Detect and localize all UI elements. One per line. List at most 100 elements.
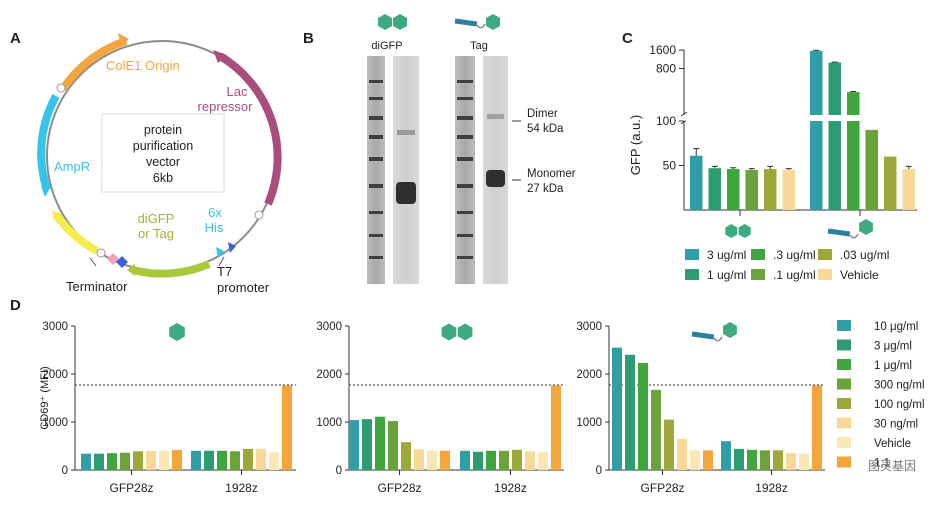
- ori-segment: [59, 37, 128, 92]
- gfp-bar: [810, 121, 823, 210]
- mfi-bar: [388, 421, 398, 470]
- dimer-icon: [725, 224, 751, 238]
- gfp-y-tick-label: 800: [656, 61, 676, 75]
- ladder-band: [457, 135, 473, 139]
- mfi-legend-label: 1 μg/ml: [874, 360, 912, 372]
- panel-c: C 50 100 800 1600 GFP (a.u.) 3 ug/ml .3 ug/ml.…: [622, 30, 918, 282]
- mfi-bar: [375, 416, 385, 470]
- mfi-legend-swatch: [837, 359, 851, 370]
- mfi-bar: [269, 452, 279, 470]
- mfi-category-label: GFP28z: [640, 481, 684, 495]
- t7-label-line2: promoter: [217, 280, 270, 295]
- plasmid-center-line4: 6kb: [153, 171, 173, 185]
- lane-label-tag: Tag: [470, 40, 488, 52]
- mfi-bar: [734, 448, 744, 470]
- mfi-bar: [703, 450, 713, 470]
- digfp-monomer-band: [396, 182, 416, 204]
- gfp-y-tick-label: 50: [663, 159, 677, 173]
- mfi-bar: [217, 450, 227, 470]
- gfp-legend-label: 3 ug/ml: [707, 248, 746, 262]
- gfp-legend-swatch: [751, 269, 765, 280]
- watermark-text: 图灵基因: [868, 459, 916, 473]
- plasmid-center-line2: purification: [133, 139, 193, 153]
- mfi-y-tick-label: 3000: [576, 321, 602, 333]
- tag-icon-tether: [849, 233, 859, 239]
- gfp-legend-label: 1 ug/ml: [707, 268, 746, 282]
- gfp-bar: [690, 155, 703, 210]
- mfi-y-tick-label: 1000: [576, 417, 602, 429]
- t7-leader-line: [218, 256, 225, 267]
- ampr-label: AmpR: [54, 159, 90, 174]
- gene-segment: [132, 260, 211, 278]
- gfp-bar: [745, 169, 758, 210]
- dimer-label: Dimer: [527, 108, 558, 120]
- mfi-bar: [551, 385, 561, 470]
- mfi-bar: [721, 441, 731, 470]
- mfi-bar: [664, 419, 674, 470]
- ampr-arrowhead: [41, 186, 51, 197]
- site-marker-blue: [116, 256, 128, 268]
- digfp-dimer-band: [397, 130, 415, 135]
- dimer-kda: 54 kDa: [527, 123, 564, 135]
- mfi-y-tick-label: 0: [336, 465, 342, 477]
- ladder-band: [369, 211, 383, 214]
- gene-arrowhead: [127, 264, 135, 276]
- mfi-bar: [690, 450, 700, 470]
- mfi-y-tick-label: 2000: [316, 369, 342, 381]
- ampr-segment: [37, 94, 60, 192]
- gfp-y-axis-label: GFP (a.u.): [628, 115, 643, 175]
- mfi-bar: [107, 453, 117, 470]
- mfi-bar: [256, 448, 266, 470]
- mfi-bar: [525, 451, 535, 470]
- mfi-category-label: 1928z: [494, 481, 527, 495]
- gel-ladder-lane: [367, 56, 385, 284]
- mfi-category-label: GFP28z: [109, 481, 153, 495]
- dimer-icon: [378, 14, 407, 30]
- gfp-legend-swatch: [818, 269, 832, 280]
- mfi-bar: [230, 451, 240, 470]
- mfi-legend-swatch: [837, 398, 851, 409]
- gene-label-line2: or Tag: [138, 226, 174, 241]
- ladder-band: [457, 256, 473, 259]
- mfi-bar: [799, 453, 809, 470]
- tag-icon-hexagon: [859, 219, 873, 235]
- mfi-bar: [243, 448, 253, 470]
- panel-b-letter: B: [303, 30, 314, 47]
- mfi-bar: [812, 385, 822, 470]
- plasmid-center-box: [101, 113, 225, 193]
- mfi-bar: [499, 450, 509, 470]
- mfi-bar: [512, 449, 522, 470]
- gfp-y-tick-label: 1600: [649, 43, 676, 57]
- mfi-y-tick-label: 2000: [42, 369, 68, 381]
- monomer-icon: [169, 323, 185, 341]
- mfi-y-tick-label: 0: [62, 465, 68, 477]
- monomer-kda: 27 kDa: [527, 183, 564, 195]
- ladder-band: [369, 135, 383, 139]
- gfp-bar: [708, 168, 721, 210]
- gfp-legend-swatch: [818, 249, 832, 260]
- mfi-bar: [191, 450, 201, 470]
- ladder-band: [369, 256, 383, 259]
- gfp-bar: [764, 169, 777, 210]
- mfi-bar: [349, 420, 359, 470]
- tag-icon-linker: [827, 228, 851, 237]
- mfi-bar: [427, 450, 437, 470]
- ladder-band: [369, 157, 383, 161]
- ladder-band: [369, 116, 383, 120]
- mfi-bar: [747, 449, 757, 470]
- mfi-bar: [401, 442, 411, 470]
- mfi-legend-swatch: [837, 339, 851, 351]
- mfi-bar: [625, 354, 635, 470]
- mfi-bar: [414, 449, 424, 470]
- gfp-axis-break-gap: [686, 115, 918, 121]
- panel-b: B diGFP Tag: [303, 14, 576, 284]
- monomer-label: Monomer: [527, 168, 576, 180]
- ladder-band: [457, 234, 473, 237]
- gfp-legend-swatch: [685, 249, 699, 260]
- mfi-bar: [651, 389, 661, 470]
- mfi-bar: [440, 450, 450, 470]
- gene-label-line1: diGFP: [138, 211, 175, 226]
- mfi-y-tick-label: 1000: [42, 417, 68, 429]
- t7-label-line1: T7: [217, 264, 232, 279]
